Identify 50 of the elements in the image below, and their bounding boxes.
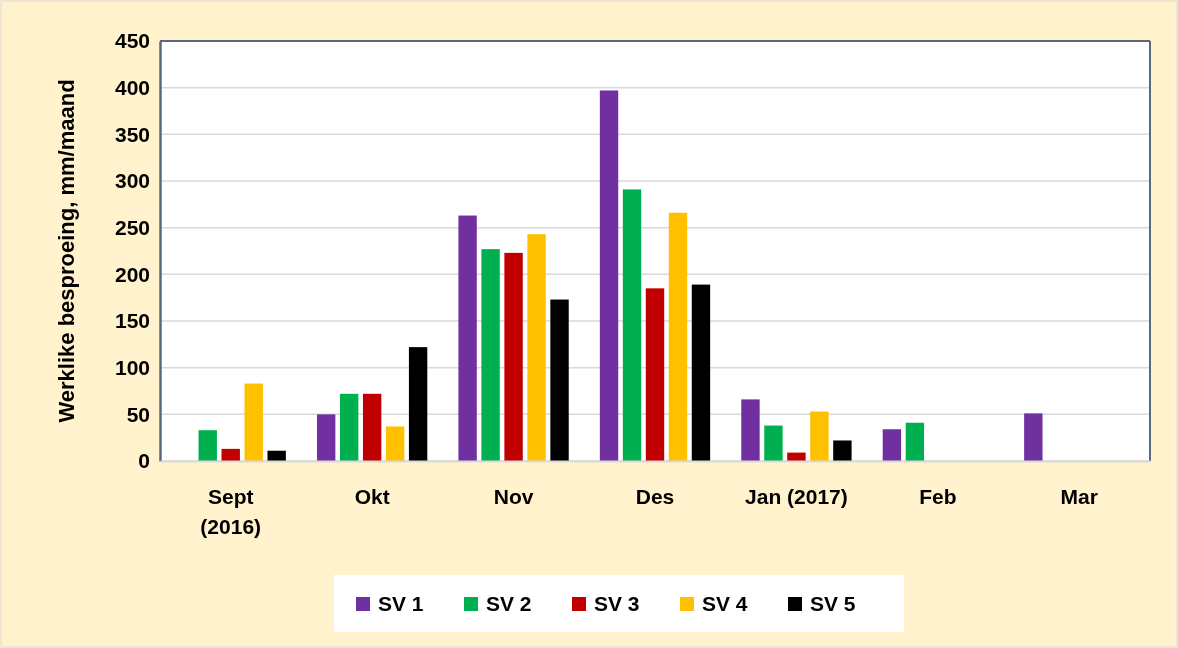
bar	[481, 249, 500, 461]
bar	[458, 215, 477, 461]
x-tick-label: Jan (2017)	[745, 484, 848, 508]
y-tick-label: 350	[114, 122, 150, 146]
legend-label: SV 3	[594, 592, 640, 615]
bar	[1024, 413, 1043, 461]
legend-label: SV 4	[702, 592, 748, 615]
bar	[810, 411, 829, 461]
bar	[833, 440, 852, 461]
x-tick-label: Nov	[493, 484, 534, 508]
bar	[221, 448, 240, 461]
y-tick-label: 150	[114, 309, 150, 333]
y-tick-label: 450	[114, 29, 150, 53]
bar	[408, 347, 428, 461]
bar	[385, 426, 405, 461]
bar	[267, 450, 286, 461]
x-tick-label: Feb	[919, 484, 957, 508]
y-tick-label: 300	[114, 169, 150, 193]
bar	[599, 90, 619, 461]
x-tick-label: Okt	[354, 484, 390, 508]
bar	[668, 212, 688, 461]
y-tick-label: 400	[114, 75, 150, 99]
x-tick-label: Des	[635, 484, 675, 508]
y-tick-label: 250	[114, 215, 150, 239]
bar	[764, 425, 783, 461]
y-tick-label: 100	[114, 355, 150, 379]
bar	[316, 414, 336, 461]
y-axis-title: Werklike besproeing, mm/maand	[54, 79, 79, 423]
bar	[905, 422, 925, 461]
bar	[882, 429, 902, 461]
legend-label: SV 5	[810, 592, 856, 615]
bar	[787, 452, 806, 461]
bar	[741, 399, 760, 461]
y-tick-label: 200	[114, 262, 150, 286]
bar	[339, 393, 359, 461]
bar	[527, 234, 546, 461]
y-tick-label: 50	[126, 402, 150, 426]
bar	[645, 288, 665, 461]
x-tick-label: Mar	[1060, 484, 1098, 508]
bar	[198, 430, 217, 461]
legend-label: SV 2	[486, 592, 532, 615]
bar	[504, 252, 523, 461]
legend-label: SV 1	[378, 592, 424, 615]
bar	[622, 189, 642, 461]
bar	[691, 284, 711, 461]
x-tick-label: Sept (2016)	[200, 484, 262, 539]
bar	[550, 299, 569, 461]
bar	[244, 383, 263, 461]
bar	[362, 393, 382, 461]
y-tick-label: 0	[138, 449, 150, 473]
